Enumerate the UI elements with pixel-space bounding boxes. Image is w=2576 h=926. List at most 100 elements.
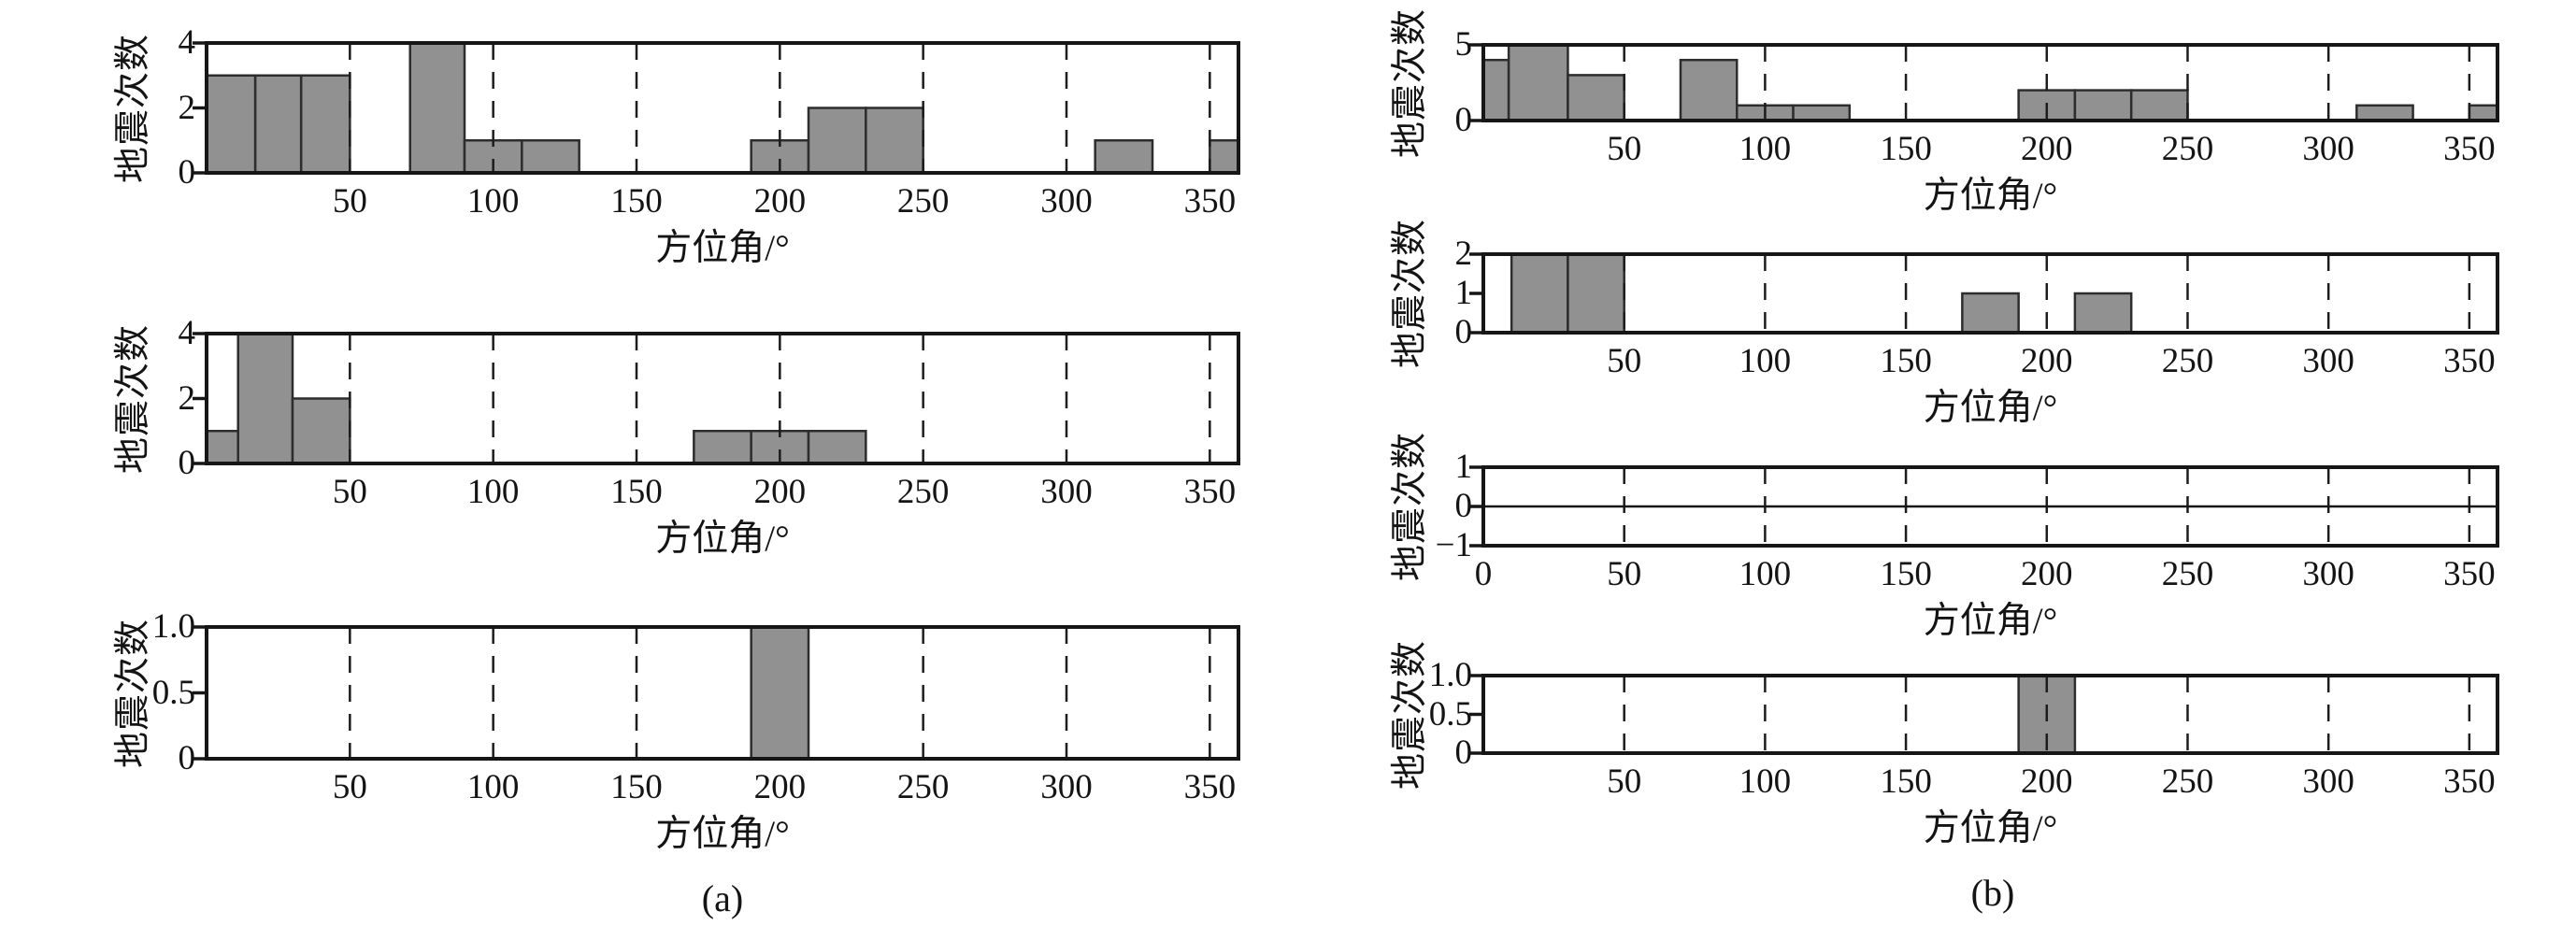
histogram-bar <box>1481 58 1510 122</box>
histogram-bar <box>408 41 466 175</box>
x-tick-label: 300 <box>2302 762 2354 801</box>
y-axis-title: 地震次数 <box>1390 219 1430 369</box>
y-tick-label: 2 <box>1454 235 1473 273</box>
axis-frame <box>1481 674 2499 755</box>
histogram-bar <box>291 397 351 465</box>
x-tick-label: 50 <box>332 473 367 511</box>
x-tick-label: 150 <box>610 182 663 221</box>
histogram-bar <box>1961 292 2020 335</box>
histogram-bar <box>1209 139 1240 175</box>
y-tick-label: 1.0 <box>151 607 195 646</box>
plot-area <box>1469 43 2499 122</box>
histogram-bar <box>2073 89 2133 122</box>
y-axis-title: 地震次数 <box>1390 432 1430 582</box>
x-tick-label: 350 <box>2443 555 2496 593</box>
x-tick-label: 150 <box>1880 342 1932 380</box>
x-tick-label: 250 <box>2161 342 2214 380</box>
axis-frame <box>205 625 1240 761</box>
plot-area <box>1469 252 2499 335</box>
caption-panel-a: (a) <box>701 877 744 919</box>
x-tick-label: 200 <box>753 182 807 221</box>
histogram-bar <box>1792 104 1852 122</box>
x-tick-label: 200 <box>2021 342 2073 380</box>
histogram-bar <box>2073 292 2133 335</box>
x-tick-label: 350 <box>2443 342 2496 380</box>
y-tick-label: 4 <box>178 23 196 62</box>
x-tick-label: 350 <box>2443 762 2496 801</box>
y-tick-label: −1 <box>1435 526 1472 564</box>
histogram-bar <box>2468 104 2499 122</box>
y-tick-label: 1.0 <box>1428 656 1472 694</box>
x-axis-title: 方位角/° <box>655 814 790 854</box>
histogram-bar <box>750 139 810 175</box>
y-tick-label: 0 <box>1454 313 1473 351</box>
axis-frame <box>1481 252 2499 335</box>
y-axis-title: 地震次数 <box>1390 7 1430 158</box>
axis-frame <box>205 332 1240 465</box>
x-tick-label: 250 <box>896 768 950 806</box>
axis-frame <box>1481 43 2499 122</box>
histogram-bar <box>750 625 810 761</box>
x-tick-label: 300 <box>2302 555 2354 593</box>
histogram-bar <box>1567 74 1625 122</box>
plot-area <box>193 41 1240 175</box>
y-axis-title: 地震次数 <box>113 33 153 183</box>
x-tick-label: 100 <box>1739 762 1792 801</box>
x-tick-label: 100 <box>1739 555 1792 593</box>
y-tick-label: 0 <box>178 444 196 482</box>
y-tick-label: 0.5 <box>151 673 195 712</box>
x-tick-label: 300 <box>2302 342 2354 380</box>
plot-area <box>1469 674 2499 755</box>
y-tick-label: 1 <box>1454 448 1473 486</box>
histogram-bar <box>521 139 580 175</box>
y-tick-label: 5 <box>1454 25 1473 64</box>
caption-panel-b: (b) <box>1970 872 2015 914</box>
x-tick-label: 150 <box>610 473 663 511</box>
x-tick-label: 200 <box>753 768 807 806</box>
y-tick-label: 0 <box>178 153 196 192</box>
histogram-bar <box>205 430 239 465</box>
plot-area <box>1469 465 2499 548</box>
x-tick-label: 100 <box>466 768 520 806</box>
x-tick-label: 50 <box>332 182 367 221</box>
x-tick-label: 150 <box>1880 130 1932 168</box>
x-tick-label: 100 <box>1739 342 1792 380</box>
x-tick-label: 200 <box>2021 762 2073 801</box>
x-tick-label: 350 <box>1183 182 1237 221</box>
x-tick-label: 100 <box>466 182 520 221</box>
histogram-bar <box>750 430 810 465</box>
histogram-bar <box>1736 104 1795 122</box>
x-tick-label: 0 <box>1474 555 1493 593</box>
histogram-bar <box>253 74 303 175</box>
x-tick-label: 150 <box>1880 762 1932 801</box>
x-tick-label: 150 <box>1880 555 1932 593</box>
histogram-bar <box>299 74 351 175</box>
x-tick-label: 200 <box>2021 555 2073 593</box>
x-axis-title: 方位角/° <box>1923 808 2058 848</box>
x-tick-label: 100 <box>466 473 520 511</box>
histogram-bar <box>463 139 523 175</box>
x-axis-title: 方位角/° <box>1923 601 2058 641</box>
histogram-bar <box>236 332 294 465</box>
plot-area <box>193 332 1240 465</box>
x-tick-label: 250 <box>2161 555 2214 593</box>
x-tick-label: 300 <box>2302 130 2354 168</box>
x-tick-label: 150 <box>610 768 663 806</box>
histogram-bar <box>2017 674 2077 755</box>
histogram-bar <box>1507 43 1569 122</box>
x-axis-title: 方位角/° <box>655 519 790 559</box>
x-tick-label: 350 <box>1183 768 1237 806</box>
y-tick-label: 4 <box>178 314 196 352</box>
x-tick-label: 250 <box>2161 762 2214 801</box>
x-tick-label: 50 <box>1607 342 1642 380</box>
y-tick-label: 0 <box>1454 101 1473 139</box>
y-tick-label: 0 <box>1454 734 1473 772</box>
axis-frame <box>1481 465 2499 548</box>
y-axis-title: 地震次数 <box>1390 639 1430 790</box>
